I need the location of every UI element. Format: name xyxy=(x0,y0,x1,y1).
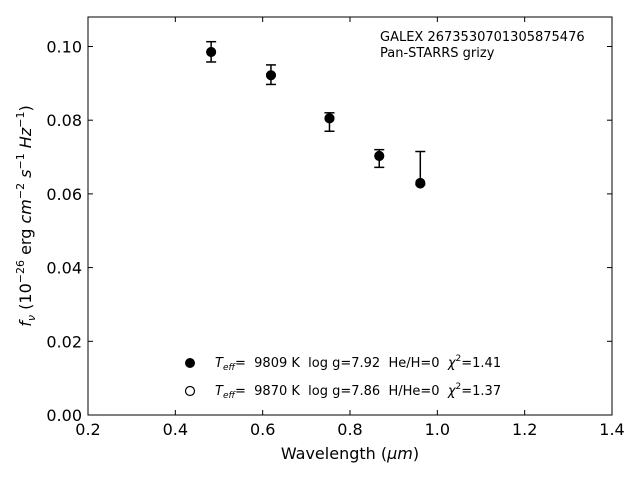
annotation-line-2: Pan-STARRS grizy xyxy=(380,46,495,61)
model-point xyxy=(374,150,385,161)
x-axis-label-unit: μm xyxy=(386,444,413,463)
x-tick-label: 0.8 xyxy=(337,420,362,439)
x-tick-label: 1.2 xyxy=(512,420,537,439)
y-label-hz: Hz xyxy=(16,127,35,153)
y-label-exp2: −2 xyxy=(14,183,27,199)
tick-labels-group: 0.2 0.4 0.6 0.8 1.0 1.2 1.4 0.00 0.02 0.04 0.06 0.0… xyxy=(46,37,624,439)
legend-marker-open xyxy=(184,385,196,397)
legend-2-chi: χ xyxy=(447,384,457,399)
x-tick-label: 1.0 xyxy=(425,420,450,439)
y-label-pre: (10 xyxy=(16,283,35,315)
y-tick-label: 0.06 xyxy=(46,185,82,204)
y-tick-label: 0.00 xyxy=(46,406,82,425)
y-tick-label: 0.08 xyxy=(46,111,82,130)
model-point xyxy=(206,47,217,58)
legend-2-chi-val: =1.37 xyxy=(461,384,501,399)
y-label-symbol-sub: ν xyxy=(25,315,38,321)
y-tick-label: 0.02 xyxy=(46,332,82,351)
y-tick-label: 0.10 xyxy=(46,37,82,56)
y-label-s: s xyxy=(16,170,35,183)
x-tick-label: 0.2 xyxy=(75,420,100,439)
x-tick-label: 1.4 xyxy=(599,420,624,439)
points-group xyxy=(206,47,426,189)
legend-entry-2: Teff= 9870 K log g=7.86 H/He=0 χ2=1.37 xyxy=(215,382,501,401)
y-label-mid1: erg xyxy=(16,224,35,260)
legend: Teff= 9809 K log g=7.92 He/H=0 χ2=1.41 T… xyxy=(184,354,501,401)
legend-2-text: = 9870 K log g=7.86 H/He=0 xyxy=(235,384,448,399)
legend-2-teff-sub: eff xyxy=(223,391,237,401)
y-label-exp4: −1 xyxy=(14,112,27,128)
y-label-cm: cm xyxy=(16,199,35,223)
model-point xyxy=(415,178,426,189)
x-axis-label-close: ) xyxy=(413,444,419,463)
legend-1-teff: T xyxy=(215,356,224,371)
y-tick-label: 0.04 xyxy=(46,259,82,278)
legend-1-chi-exp: 2 xyxy=(456,354,462,364)
x-axis-label: Wavelength (μm) xyxy=(281,444,419,463)
y-label-exp3: −1 xyxy=(14,153,27,169)
x-tick-label: 0.4 xyxy=(163,420,188,439)
model-point xyxy=(265,70,276,81)
legend-entry-1: Teff= 9809 K log g=7.92 He/H=0 χ2=1.41 xyxy=(215,354,501,373)
y-label-symbol: f xyxy=(16,319,35,327)
legend-2-teff: T xyxy=(215,384,224,399)
model-point xyxy=(324,113,335,124)
y-axis-label: fν (10−26 erg cm−2 s−1 Hz−1) xyxy=(14,105,38,326)
annotation-line-1: GALEX 2673530701305875476 xyxy=(380,30,585,45)
x-tick-label: 0.6 xyxy=(250,420,275,439)
legend-marker-filled xyxy=(185,358,195,368)
plot-frame xyxy=(87,16,613,416)
y-label-exp1: −26 xyxy=(14,260,27,283)
legend-2-chi-exp: 2 xyxy=(456,382,462,392)
y-label-post: ) xyxy=(16,105,35,111)
legend-1-text: = 9809 K log g=7.92 He/H=0 xyxy=(235,356,448,371)
legend-1-chi: χ xyxy=(447,356,457,371)
legend-1-chi-val: =1.41 xyxy=(461,356,501,371)
x-axis-label-text: Wavelength ( xyxy=(281,444,387,463)
legend-1-teff-sub: eff xyxy=(223,363,237,373)
